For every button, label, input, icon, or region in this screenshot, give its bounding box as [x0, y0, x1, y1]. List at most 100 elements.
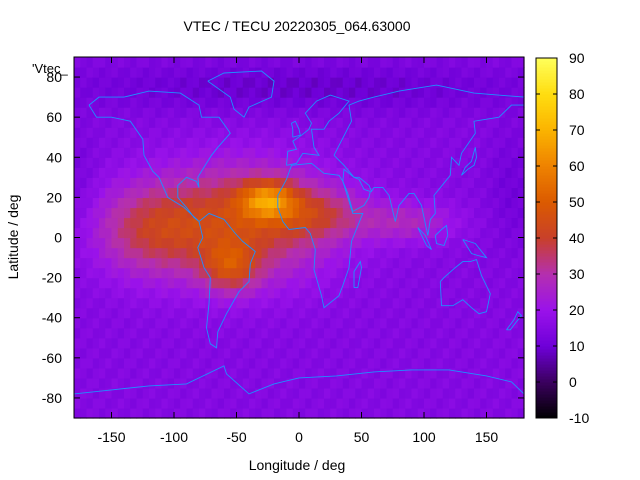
heatmap-cell [224, 267, 231, 279]
heatmap-cell [517, 367, 525, 379]
heatmap-cell [430, 107, 438, 118]
heatmap-cell [199, 77, 206, 88]
heatmap-cell [99, 217, 106, 229]
heatmap-cell [336, 367, 344, 379]
heatmap-cell [105, 367, 113, 379]
heatmap-cell [336, 207, 344, 219]
heatmap-cell [386, 187, 394, 198]
heatmap-cell [161, 317, 169, 329]
heatmap-cell [80, 207, 88, 219]
heatmap-cell [142, 357, 150, 369]
heatmap-cell [317, 357, 325, 369]
heatmap-cell [161, 277, 169, 289]
heatmap-cell [86, 187, 94, 198]
heatmap-cell [349, 197, 356, 209]
heatmap-cell [399, 117, 406, 128]
heatmap-cell [74, 407, 81, 419]
heatmap-cell [517, 377, 525, 389]
heatmap-cell [142, 347, 150, 359]
heatmap-cell [130, 297, 138, 309]
heatmap-cell [199, 237, 206, 249]
heatmap-cell [336, 117, 344, 128]
heatmap-cell [286, 77, 294, 88]
heatmap-cell [455, 307, 463, 319]
coastline-overlay [73, 70, 525, 395]
heatmap-cell [342, 157, 350, 168]
heatmap-cell [317, 187, 325, 198]
heatmap-cell [130, 337, 138, 349]
coastline-north-america [88, 90, 231, 222]
heatmap-cell [236, 307, 244, 319]
heatmap-cell [511, 217, 519, 229]
heatmap-cell [417, 347, 425, 359]
heatmap-cell [286, 67, 294, 78]
heatmap-cell [205, 117, 213, 128]
heatmap-cell [467, 277, 475, 289]
heatmap-cell [142, 307, 150, 319]
heatmap-cell [205, 257, 213, 269]
heatmap-cell [342, 77, 350, 88]
heatmap-cell [249, 307, 256, 319]
heatmap-cell [349, 127, 356, 138]
heatmap-cell [311, 187, 319, 198]
heatmap-cell [367, 187, 375, 198]
heatmap-cell [224, 377, 231, 389]
heatmap-cell [199, 67, 206, 78]
heatmap-cell [480, 127, 488, 138]
heatmap-cell [499, 157, 506, 168]
heatmap-cell [367, 117, 375, 128]
heatmap-cell [361, 187, 369, 198]
heatmap-cell [517, 357, 525, 369]
heatmap-cell [249, 327, 256, 339]
heatmap-cell [261, 217, 269, 229]
heatmap-cell [217, 177, 225, 188]
heatmap-cell [424, 217, 431, 229]
heatmap-cell [424, 357, 431, 369]
heatmap-cell [186, 407, 194, 419]
heatmap-cell [361, 147, 369, 158]
heatmap-cell [499, 377, 506, 389]
heatmap-cell [261, 237, 269, 249]
heatmap-cell [492, 157, 500, 168]
heatmap-cell [249, 197, 256, 209]
heatmap-cell [461, 347, 469, 359]
heatmap-cell [267, 157, 275, 168]
heatmap-cell [105, 177, 113, 188]
colorbar-segment [536, 142, 557, 146]
heatmap-cell [155, 177, 163, 188]
heatmap-cell [236, 247, 244, 259]
heatmap-cell [467, 267, 475, 279]
heatmap-cell [274, 87, 281, 98]
heatmap-cell [136, 137, 144, 148]
heatmap-cell [130, 377, 138, 389]
heatmap-cell [180, 77, 188, 88]
heatmap-cell [474, 377, 481, 389]
heatmap-cell [217, 157, 225, 168]
heatmap-cell [249, 117, 256, 128]
colorbar-segment [536, 340, 557, 344]
heatmap-cell [436, 187, 444, 198]
heatmap-cell [242, 187, 250, 198]
heatmap-cell [386, 177, 394, 188]
heatmap-cell [167, 107, 175, 118]
heatmap-cell [374, 247, 381, 259]
heatmap-cell [217, 167, 225, 178]
heatmap-cell [111, 367, 119, 379]
heatmap-cell [280, 57, 288, 68]
x-tick-label: -50 [226, 429, 246, 445]
colorbar-segment [536, 88, 557, 92]
heatmap-cell [405, 257, 413, 269]
heatmap-cell [449, 67, 456, 78]
heatmap-cell [280, 367, 288, 379]
heatmap-cell [405, 327, 413, 339]
heatmap-cell [249, 237, 256, 249]
heatmap-cell [455, 107, 463, 118]
heatmap-cell [261, 147, 269, 158]
heatmap-cell [180, 57, 188, 68]
heatmap-cell [417, 167, 425, 178]
heatmap-cell [386, 327, 394, 339]
heatmap-cell [442, 167, 450, 178]
heatmap-cell [236, 177, 244, 188]
heatmap-cell [430, 137, 438, 148]
heatmap-cell [361, 57, 369, 68]
